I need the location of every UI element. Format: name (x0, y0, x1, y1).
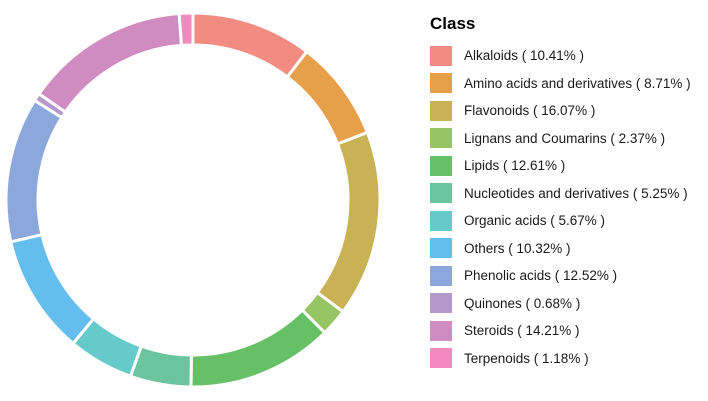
donut-slice (179, 13, 193, 45)
legend-label: Lignans and Coumarins ( 2.37% ) (464, 131, 665, 146)
legend-item: Flavonoids ( 16.07% ) (430, 97, 691, 125)
legend-swatch (430, 156, 452, 176)
legend-swatch (430, 73, 452, 93)
legend-swatch (430, 128, 452, 148)
legend-swatch (430, 266, 452, 286)
legend-item: Phenolic acids ( 12.52% ) (430, 262, 691, 290)
legend-item: Others ( 10.32% ) (430, 235, 691, 263)
legend-swatch (430, 46, 452, 66)
legend-item: Quinones ( 0.68% ) (430, 290, 691, 318)
legend-label: Lipids ( 12.61% ) (464, 158, 565, 173)
legend-label: Organic acids ( 5.67% ) (464, 213, 605, 228)
legend-item: Terpenoids ( 1.18% ) (430, 345, 691, 373)
legend-item: Alkaloids ( 10.41% ) (430, 42, 691, 70)
donut-slice (193, 13, 307, 77)
legend-item: Steroids ( 14.21% ) (430, 317, 691, 345)
legend-item: Lignans and Coumarins ( 2.37% ) (430, 125, 691, 153)
legend-label: Others ( 10.32% ) (464, 241, 571, 256)
legend-swatch (430, 321, 452, 341)
legend: Class Alkaloids ( 10.41% ) Amino acids an… (430, 14, 691, 372)
legend-title: Class (430, 14, 691, 34)
legend-label: Terpenoids ( 1.18% ) (464, 351, 589, 366)
legend-swatch (430, 348, 452, 368)
legend-label: Nucleotides and derivatives ( 5.25% ) (464, 186, 688, 201)
legend-label: Alkaloids ( 10.41% ) (464, 48, 584, 63)
legend-swatch (430, 211, 452, 231)
legend-label: Phenolic acids ( 12.52% ) (464, 268, 617, 283)
donut-slice (317, 132, 380, 311)
donut-slice (191, 310, 325, 387)
legend-item: Organic acids ( 5.67% ) (430, 207, 691, 235)
legend-label: Amino acids and derivatives ( 8.71% ) (464, 76, 691, 91)
donut-slice (39, 14, 181, 112)
legend-item: Amino acids and derivatives ( 8.71% ) (430, 70, 691, 98)
donut-slice (11, 235, 94, 344)
legend-label: Flavonoids ( 16.07% ) (464, 103, 595, 118)
legend-label: Steroids ( 14.21% ) (464, 323, 580, 338)
legend-swatch (430, 183, 452, 203)
legend-label: Quinones ( 0.68% ) (464, 296, 580, 311)
legend-item: Nucleotides and derivatives ( 5.25% ) (430, 180, 691, 208)
legend-items: Alkaloids ( 10.41% ) Amino acids and deri… (430, 42, 691, 372)
legend-swatch (430, 101, 452, 121)
donut-slices (6, 13, 380, 387)
legend-swatch (430, 238, 452, 258)
donut-slice (6, 100, 62, 241)
donut-slice (287, 52, 367, 144)
legend-swatch (430, 293, 452, 313)
legend-item: Lipids ( 12.61% ) (430, 152, 691, 180)
